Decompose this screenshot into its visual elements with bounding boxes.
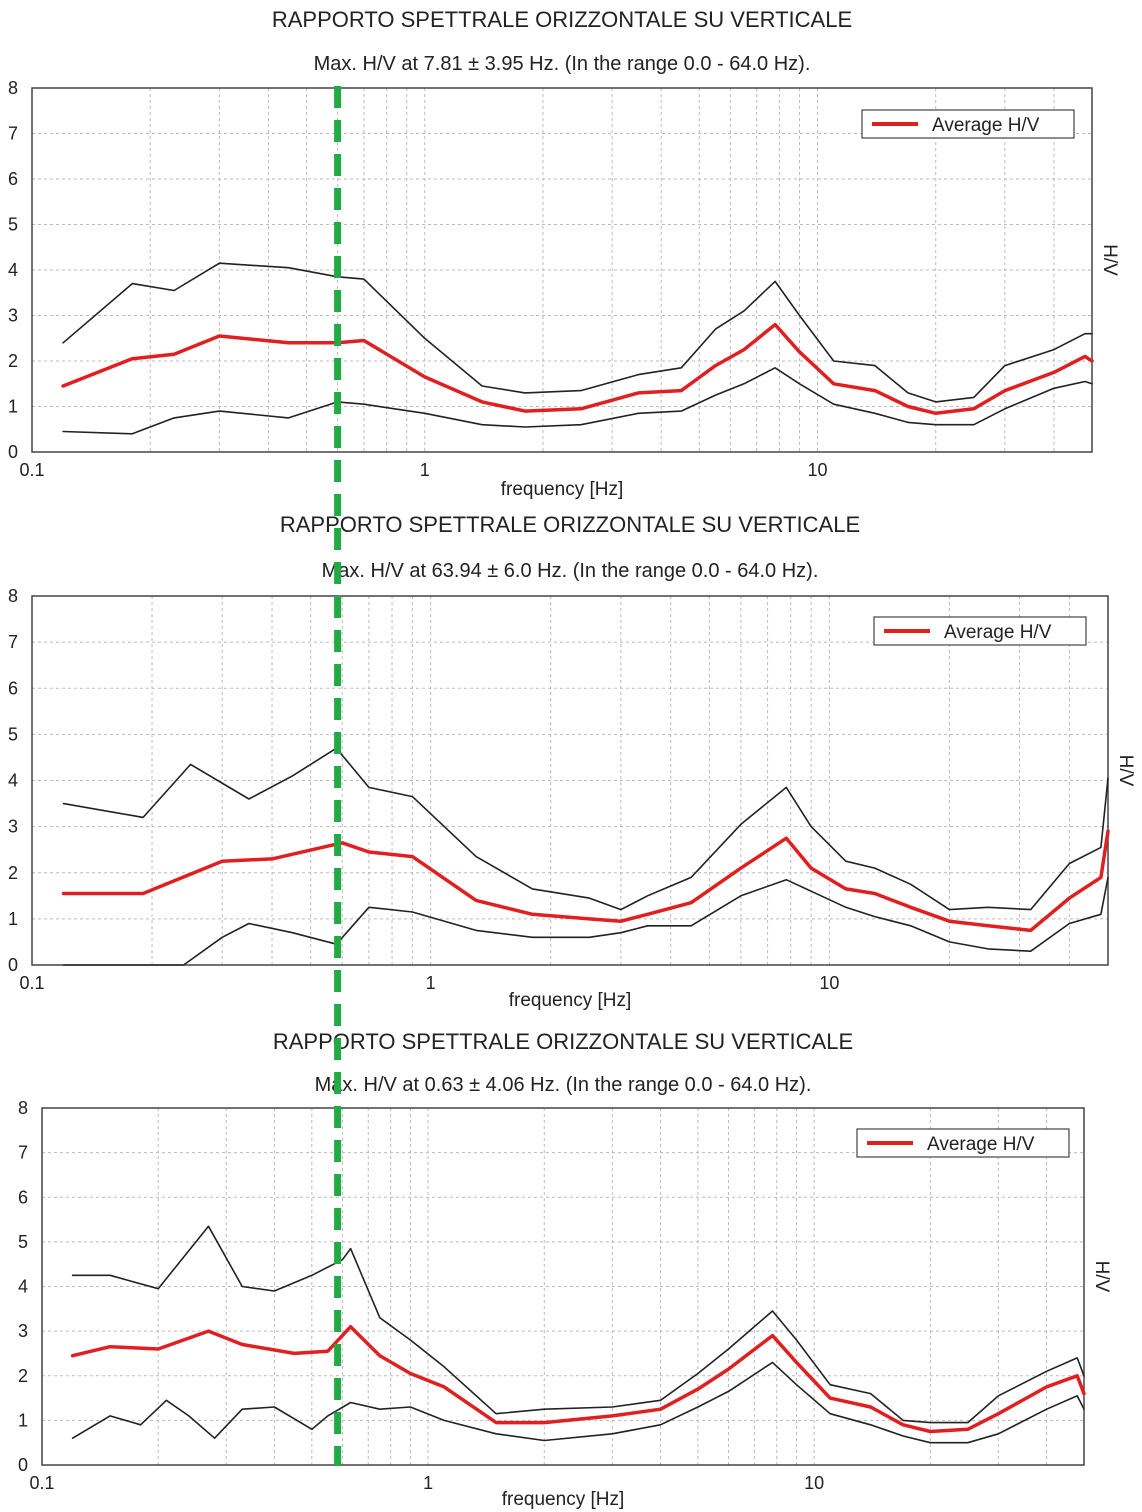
y-tick-label: 6 [18, 1187, 28, 1207]
y-axis-label: H/V [1091, 1261, 1112, 1293]
y-tick-label: 4 [8, 260, 18, 280]
y-tick-label: 7 [8, 124, 18, 144]
series-line-std [62, 747, 1109, 911]
y-tick-label: 8 [8, 586, 18, 606]
plot-area-frame [41, 1107, 1085, 1466]
y-tick-label: 7 [18, 1143, 28, 1163]
x-tick-label: 10 [807, 460, 827, 480]
y-tick-label: 5 [8, 215, 18, 235]
y-tick-label: 7 [8, 632, 18, 652]
y-tick-label: 4 [18, 1277, 28, 1297]
x-tick-label: 1 [426, 973, 436, 993]
y-tick-label: 4 [8, 771, 18, 791]
x-tick-label: 0.1 [19, 973, 44, 993]
series-line-std [62, 262, 1093, 403]
chart-panel-3: RAPPORTO SPETTRALE ORIZZONTALE SU VERTIC… [18, 1029, 1112, 1510]
series-line-average [61, 829, 1110, 933]
chart-title: RAPPORTO SPETTRALE ORIZZONTALE SU VERTIC… [280, 512, 860, 537]
y-tick-label: 0 [18, 1455, 28, 1475]
y-tick-label: 8 [18, 1098, 28, 1118]
chart-title: RAPPORTO SPETTRALE ORIZZONTALE SU VERTIC… [272, 7, 852, 32]
y-tick-label: 3 [18, 1321, 28, 1341]
y-tick-label: 1 [8, 909, 18, 929]
y-tick-label: 6 [8, 678, 18, 698]
x-tick-label: 0.1 [29, 1473, 54, 1493]
chart-panel-1: RAPPORTO SPETTRALE ORIZZONTALE SU VERTIC… [8, 7, 1120, 500]
x-axis-label: frequency [Hz] [501, 479, 624, 500]
legend: Average H/V [861, 109, 1075, 139]
chart-subtitle: Max. H/V at 7.81 ± 3.95 Hz. (In the rang… [314, 53, 811, 75]
y-axis-label: H/V [1099, 244, 1120, 276]
legend-label: Average H/V [944, 622, 1052, 643]
legend: Average H/V [873, 616, 1087, 646]
chart-title: RAPPORTO SPETTRALE ORIZZONTALE SU VERTIC… [273, 1029, 853, 1054]
series-line-std [62, 876, 1109, 966]
y-tick-label: 2 [18, 1366, 28, 1386]
x-axis-label: frequency [Hz] [509, 990, 632, 1011]
x-tick-label: 1 [423, 1473, 433, 1493]
y-tick-label: 1 [18, 1410, 28, 1430]
chart-subtitle: Max. H/V at 63.94 ± 6.0 Hz. (In the rang… [322, 560, 819, 582]
series-line-std [71, 1225, 1085, 1424]
y-tick-label: 5 [18, 1232, 28, 1252]
chart-subtitle: Max. H/V at 0.63 ± 4.06 Hz. (In the rang… [315, 1074, 812, 1096]
grid [32, 596, 1108, 965]
x-tick-label: 10 [804, 1473, 824, 1493]
series-line-std [71, 1361, 1085, 1444]
y-tick-label: 8 [8, 78, 18, 98]
y-tick-label: 2 [8, 351, 18, 371]
y-tick-label: 0 [8, 442, 18, 462]
y-tick-label: 5 [8, 724, 18, 744]
grid [42, 1108, 1084, 1465]
y-axis-label: H/V [1115, 755, 1136, 787]
y-tick-label: 0 [8, 955, 18, 975]
chart-panel-2: RAPPORTO SPETTRALE ORIZZONTALE SU VERTIC… [8, 512, 1136, 1011]
x-axis-label: frequency [Hz] [502, 1489, 625, 1510]
y-tick-label: 3 [8, 306, 18, 326]
series-line-std [62, 366, 1093, 435]
legend-label: Average H/V [932, 115, 1040, 136]
series-line-average [70, 1324, 1086, 1434]
y-tick-label: 3 [8, 817, 18, 837]
plot-area-frame [31, 87, 1093, 453]
x-tick-label: 1 [420, 460, 430, 480]
y-tick-label: 1 [8, 397, 18, 417]
legend-label: Average H/V [927, 1134, 1035, 1155]
x-tick-label: 10 [819, 973, 839, 993]
grid [32, 88, 1092, 452]
x-tick-label: 0.1 [19, 460, 44, 480]
legend: Average H/V [856, 1128, 1070, 1158]
y-tick-label: 6 [8, 169, 18, 189]
y-tick-label: 2 [8, 863, 18, 883]
series-line-average [61, 322, 1094, 416]
